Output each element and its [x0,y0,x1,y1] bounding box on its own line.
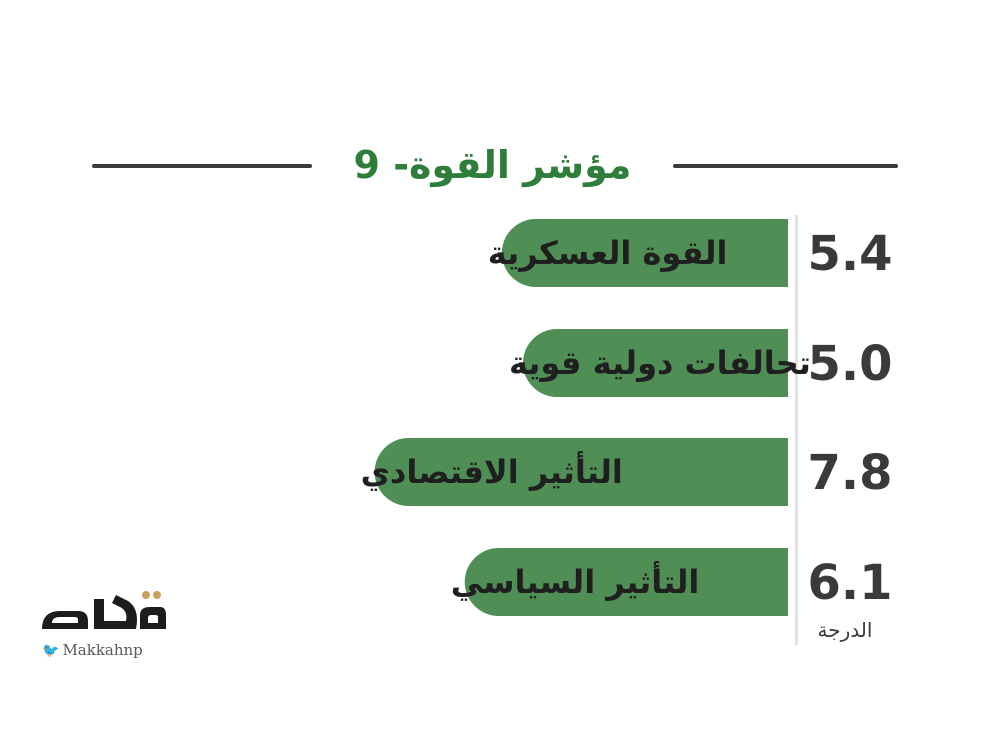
twitter-bird-icon: 🐦 [42,643,60,659]
category-label: التأثير الاقتصادي [361,451,623,491]
bar [374,438,788,506]
chart-title-row: مؤشر القوة- 9 [92,135,898,195]
value-label: 5.0 [807,336,892,392]
social-handle: 🐦 Makkahnp [42,641,143,659]
title-rule-left [92,164,312,168]
category-label: القوة العسكرية [488,234,728,272]
makkah-logo: 🐦 Makkahnp [28,585,173,665]
makkah-logo-mark [42,591,166,629]
bar [464,548,788,616]
bar [501,219,788,287]
handle-text: Makkahnp [62,641,143,659]
value-label: 5.4 [807,226,892,282]
value-label: 6.1 [807,555,892,611]
bar [523,329,788,397]
value-divider [795,215,798,645]
chart-title: مؤشر القوة- 9 [353,143,632,187]
unit-label: الدرجة [817,618,873,642]
category-label: التأثير السياسي [451,561,700,601]
title-rule-right [673,164,898,168]
category-label: تحالفات دولية قوية [509,344,811,382]
value-label: 7.8 [807,445,892,501]
